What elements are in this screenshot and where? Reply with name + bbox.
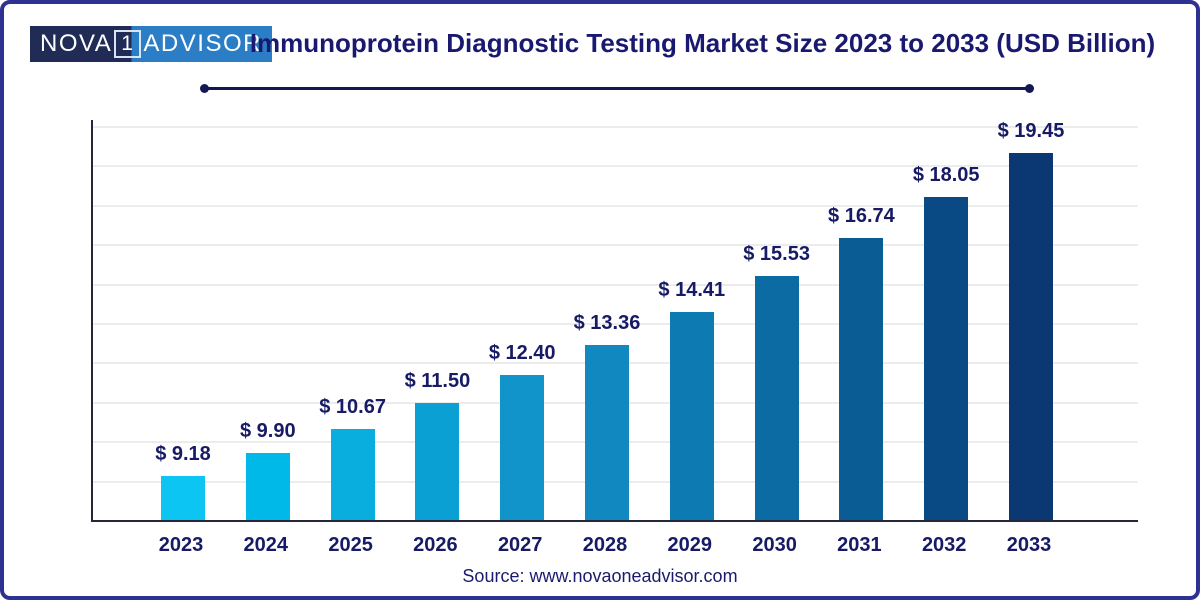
bar-2025 — [330, 429, 375, 520]
gridline — [93, 204, 1138, 207]
x-axis-label-2030: 2030 — [752, 534, 797, 556]
brand-logo: NOVA 1 ADVISOR — [30, 26, 272, 62]
bar-value-label-2024: $ 9.90 — [239, 420, 296, 442]
x-axis-label-2033: 2033 — [1006, 534, 1052, 556]
gridline — [93, 165, 1138, 168]
bar-value-label-2029: $ 14.41 — [658, 279, 726, 301]
bar-value-label-2023: $ 9.18 — [155, 443, 211, 465]
bar-value-label-2031: $ 16.74 — [828, 205, 895, 227]
bar-2033 — [1009, 153, 1053, 520]
gridline — [93, 244, 1138, 247]
x-axis-label-2028: 2028 — [582, 534, 628, 556]
x-axis-label-2026: 2026 — [413, 534, 458, 556]
x-axis-label-2024: 2024 — [243, 534, 289, 556]
x-axis-label-2027: 2027 — [497, 534, 543, 556]
bar-2023 — [161, 476, 205, 520]
x-axis-label-2025: 2025 — [328, 534, 373, 556]
bar-value-label-2026: $ 11.50 — [404, 370, 471, 392]
gridline — [93, 283, 1138, 286]
bar-2027 — [500, 375, 545, 520]
bar-2032 — [924, 197, 969, 520]
bar-value-label-2028: $ 13.36 — [573, 312, 641, 334]
title-underline-rule — [200, 84, 1034, 93]
x-axis-label-2031: 2031 — [837, 534, 882, 556]
x-axis-label-2029: 2029 — [667, 534, 713, 556]
gridline — [93, 126, 1138, 128]
bar-chart-plot-area: $ 9.18 $ 9.90 $ 10.67 $ 11.50 $ 12.40 $ 13.36… — [91, 120, 1138, 522]
page-title: Immunoprotein Diagnostic Testing Market … — [249, 28, 1156, 58]
bar-2030 — [754, 276, 799, 520]
x-axis-labels-row: 2023 2024 2025 2026 2027 2028 2029 2030 2031 2032… — [91, 530, 1136, 558]
bar-2024 — [245, 453, 290, 520]
gridline — [93, 323, 1138, 325]
x-axis-label-2032: 2032 — [921, 534, 967, 556]
logo-text-nova: NOVA — [40, 30, 113, 57]
logo-text-advisor: ADVISOR — [143, 30, 262, 57]
bar-2026 — [415, 403, 460, 520]
bar-2029 — [669, 312, 714, 520]
x-axis-label-2023: 2023 — [158, 534, 204, 556]
bar-2031 — [839, 238, 884, 520]
bar-value-label-2025: $ 10.67 — [319, 396, 386, 418]
bar-2028 — [585, 345, 629, 520]
bar-value-label-2030: $ 15.53 — [743, 243, 810, 265]
bar-value-label-2027: $ 12.40 — [488, 342, 556, 364]
bar-value-label-2032: $ 18.05 — [912, 164, 980, 186]
logo-one-box: 1 — [114, 30, 142, 58]
bar-value-label-2033: $ 19.45 — [997, 120, 1065, 142]
source-credit: Source: www.novaoneadvisor.com — [462, 566, 738, 586]
